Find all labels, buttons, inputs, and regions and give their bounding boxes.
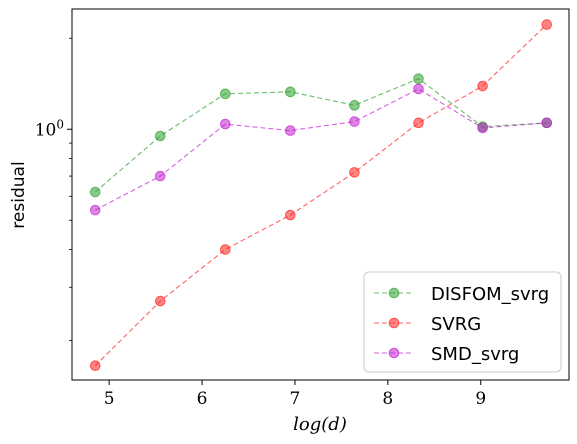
- legend: DISFOM_svrg SVRG SMD_svrg: [363, 271, 562, 373]
- data-point-svrg: [477, 80, 488, 92]
- legend-item-disfom-svrg: DISFOM_svrg: [374, 284, 549, 305]
- data-point-smd-svrg: [541, 117, 553, 129]
- data-point-smd-svrg: [154, 170, 166, 182]
- data-point-svrg: [219, 244, 231, 255]
- legend-box: [363, 271, 562, 373]
- data-point-svrg: [285, 209, 296, 221]
- x-axis-label: log(d): [293, 414, 347, 435]
- data-point-svrg: [413, 117, 424, 129]
- x-tick-label: 7: [290, 389, 301, 409]
- legend-label: SMD_svrg: [431, 344, 519, 365]
- data-point-smd-svrg: [285, 125, 296, 136]
- data-point-svrg: [541, 19, 553, 30]
- data-point-smd-svrg: [477, 122, 488, 134]
- legend-label: SVRG: [431, 314, 481, 335]
- legend-marker: [388, 317, 400, 329]
- y-ticks: 100: [35, 37, 72, 341]
- data-point-disfom-svrg: [285, 86, 296, 98]
- legend-item-smd-svrg: SMD_svrg: [374, 344, 519, 365]
- legend-marker: [388, 287, 400, 299]
- x-tick-label: 9: [475, 389, 486, 409]
- data-point-disfom-svrg: [219, 88, 231, 100]
- data-point-disfom-svrg: [154, 130, 166, 142]
- series-line-disfom-svrg: [94, 78, 547, 193]
- x-ticks: 5 6 7 8 9: [104, 380, 486, 409]
- x-tick-label: 6: [197, 389, 208, 409]
- legend-marker: [388, 347, 400, 359]
- x-tick-label: 8: [382, 389, 393, 409]
- data-point-disfom-svrg: [349, 100, 360, 111]
- data-point-smd-svrg: [89, 204, 101, 216]
- data-point-smd-svrg: [219, 118, 231, 130]
- series-line-svrg: [94, 24, 548, 367]
- plot-frame: [71, 8, 570, 381]
- x-tick-label: 5: [104, 389, 115, 409]
- data-point-svrg: [154, 295, 166, 307]
- data-point-disfom-svrg: [413, 73, 424, 84]
- y-tick-label: 100: [35, 117, 64, 140]
- legend-items: DISFOM_svrg SVRG SMD_svrg: [374, 284, 549, 365]
- y-axis-label: residual: [9, 161, 29, 228]
- legend-label: DISFOM_svrg: [431, 284, 549, 305]
- data-point-smd-svrg: [413, 83, 424, 95]
- data-point-svrg: [349, 167, 360, 178]
- data-point-svrg: [89, 360, 101, 372]
- data-point-smd-svrg: [349, 116, 360, 127]
- series-layer: [89, 19, 553, 372]
- x-axis-label-text: log(d): [293, 414, 347, 435]
- data-point-disfom-svrg: [89, 186, 101, 198]
- legend-item-svrg: SVRG: [374, 314, 481, 335]
